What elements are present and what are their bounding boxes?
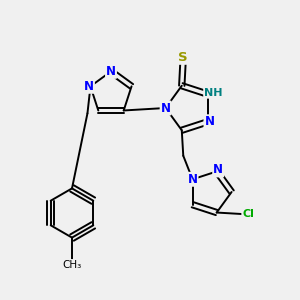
Text: S: S <box>178 51 188 64</box>
Text: N: N <box>106 65 116 78</box>
Text: NH: NH <box>204 88 223 98</box>
Text: N: N <box>84 80 94 93</box>
Text: N: N <box>160 101 171 115</box>
Text: CH₃: CH₃ <box>62 260 82 270</box>
Text: N: N <box>204 115 214 128</box>
Text: N: N <box>188 173 197 186</box>
Text: N: N <box>213 164 223 176</box>
Text: Cl: Cl <box>242 209 254 219</box>
